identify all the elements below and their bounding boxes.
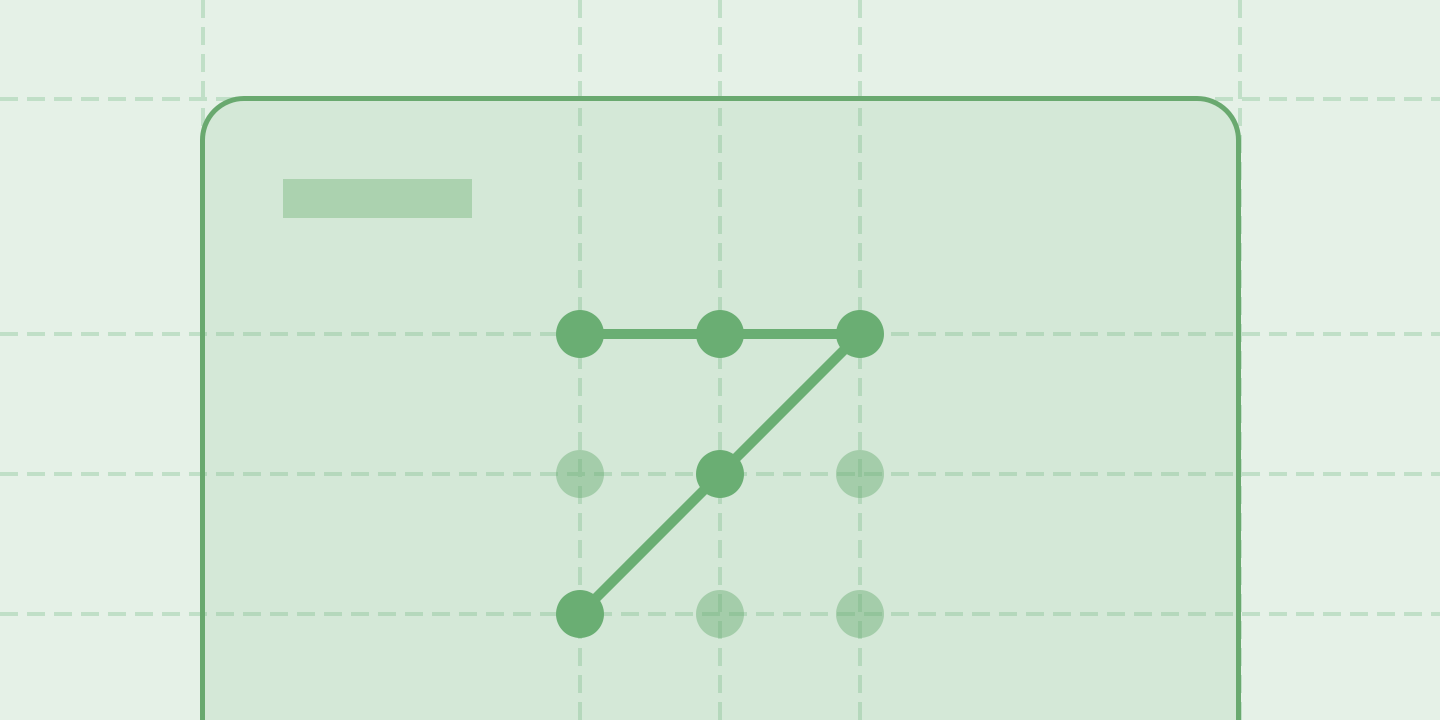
- pattern-dot-r3-c3[interactable]: [836, 590, 884, 638]
- pattern-stroke-line: [716, 330, 864, 478]
- pattern-dot-r2-c1[interactable]: [556, 450, 604, 498]
- pattern-dot-r2-c2[interactable]: [696, 450, 744, 498]
- pattern-dot-r1-c2[interactable]: [696, 310, 744, 358]
- pattern-stroke-line: [576, 470, 724, 618]
- pattern-dot-r2-c3[interactable]: [836, 450, 884, 498]
- pattern-dot-r1-c1[interactable]: [556, 310, 604, 358]
- title-placeholder-bar: [283, 179, 472, 218]
- pattern-dot-r1-c3[interactable]: [836, 310, 884, 358]
- pattern-dot-r3-c1[interactable]: [556, 590, 604, 638]
- pattern-card: [200, 96, 1241, 720]
- pattern-dot-r3-c2[interactable]: [696, 590, 744, 638]
